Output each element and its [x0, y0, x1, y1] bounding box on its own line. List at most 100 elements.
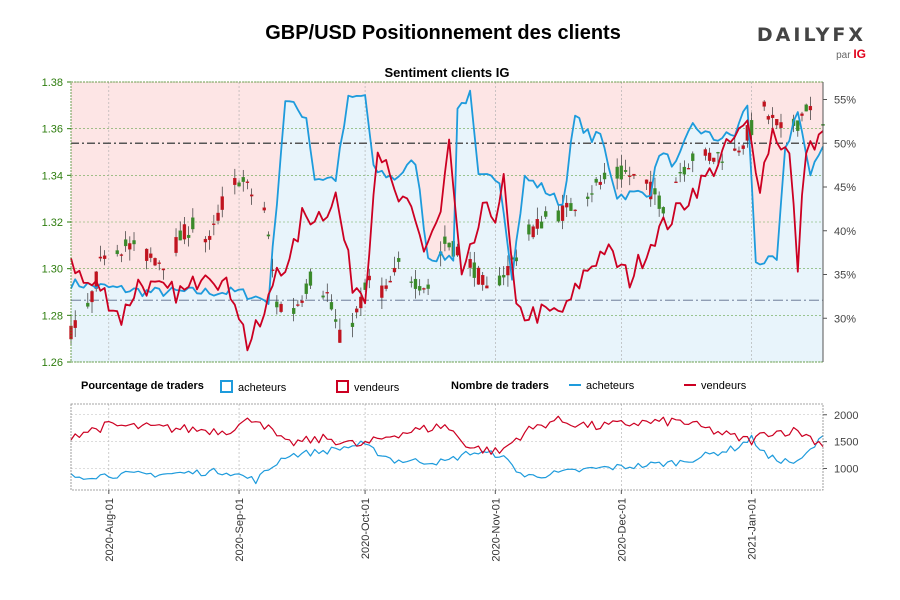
- percent-tick-label: 50%: [834, 138, 856, 150]
- candle-body: [304, 283, 308, 294]
- candle-body: [506, 266, 510, 276]
- candle-body: [707, 152, 712, 161]
- candle-body: [191, 217, 195, 230]
- candle-body: [102, 255, 107, 259]
- candle-body: [161, 268, 166, 271]
- candle-body: [359, 296, 363, 309]
- percent-tick-label: 40%: [834, 226, 856, 238]
- candle-body: [144, 248, 149, 261]
- lower-frame: [70, 403, 824, 491]
- sellers-percent-line: [70, 119, 824, 352]
- candle-body: [766, 116, 771, 120]
- candle-body: [380, 285, 384, 298]
- logo-par: par: [836, 50, 851, 61]
- price-tick-label: 1.38: [42, 77, 63, 89]
- candle-body: [720, 161, 724, 163]
- candle-body: [749, 120, 754, 136]
- dailyfx-logo: DAILYFX par IG: [756, 24, 866, 61]
- candle-body: [132, 240, 136, 245]
- candle-body: [468, 258, 472, 268]
- candle-body: [123, 239, 128, 247]
- candle-body: [573, 209, 577, 212]
- candle-body: [556, 210, 560, 222]
- candle-body: [586, 196, 590, 199]
- candle-body: [334, 319, 338, 322]
- candle-body: [153, 258, 157, 266]
- candle-body: [737, 150, 741, 153]
- candle-body: [661, 207, 666, 214]
- legend-nb-sellers: vendeurs: [684, 380, 746, 392]
- legend-square-buy: [220, 380, 233, 393]
- candle-body: [397, 258, 401, 262]
- candle-body: [716, 152, 720, 154]
- candle-body: [779, 122, 783, 129]
- candle-body: [300, 300, 304, 303]
- candle-body: [628, 175, 632, 177]
- price-tick-label: 1.34: [42, 170, 63, 182]
- date-tick-label: 2020-Dec-01: [616, 498, 628, 562]
- price-tick-label: 1.28: [42, 310, 63, 322]
- candle-body: [602, 172, 607, 180]
- candle-body: [775, 119, 779, 126]
- candle-body: [733, 148, 737, 151]
- candle-body: [590, 193, 594, 195]
- percent-tick-label: 45%: [834, 182, 856, 194]
- candle-body: [388, 280, 392, 283]
- chart-subtitle: Sentiment clients IG: [385, 65, 510, 80]
- candle-body: [90, 291, 94, 303]
- candle-body: [308, 271, 313, 286]
- percent-tick-label: 30%: [834, 313, 856, 325]
- candle-body: [678, 172, 682, 174]
- count-tick-label: 2000: [834, 410, 858, 422]
- date-tick-label: 2020-Aug-01: [104, 498, 116, 562]
- candle-body: [212, 223, 216, 225]
- candle-body: [241, 177, 245, 182]
- price-tick-label: 1.26: [42, 357, 63, 369]
- candle-body: [804, 104, 808, 112]
- candle-body: [472, 262, 476, 278]
- legend-nb-label: Nombre de traders: [451, 380, 549, 392]
- date-tick-label: 2020-Nov-01: [490, 498, 502, 562]
- candle-body: [338, 329, 342, 343]
- candle-body: [275, 301, 279, 308]
- candle-body: [266, 234, 271, 237]
- chart-title: GBP/USD Positionnement des clients: [265, 22, 621, 44]
- legend-square-sell: [336, 380, 349, 393]
- candle-body: [443, 236, 447, 244]
- legend-line-buy: [569, 384, 581, 386]
- candle-body: [527, 224, 531, 235]
- candle-body: [119, 254, 124, 256]
- candle-body: [632, 173, 636, 176]
- candle-body: [233, 178, 237, 185]
- candle-body: [98, 256, 103, 259]
- candle-body: [560, 205, 565, 221]
- candle-body: [86, 302, 90, 307]
- candle-body: [691, 153, 695, 161]
- sellers-count-line: [70, 415, 824, 455]
- candle-body: [392, 267, 397, 273]
- candle-body: [182, 224, 187, 240]
- candle-body: [686, 167, 691, 170]
- legend-nb-buyers: acheteurs: [569, 380, 634, 392]
- legend-pct-label: Pourcentage de traders: [81, 380, 204, 392]
- price-tick-label: 1.30: [42, 264, 63, 276]
- candle-body: [796, 120, 800, 131]
- candle-body: [623, 170, 628, 172]
- candle-body: [544, 211, 548, 217]
- logo-tagline: par IG: [756, 47, 866, 61]
- legend-pct-sellers: vendeurs: [336, 380, 399, 394]
- candle-body: [426, 284, 430, 289]
- candle-body: [413, 278, 418, 289]
- candle-body: [128, 243, 132, 250]
- candle-body: [539, 221, 544, 229]
- candle-body: [447, 242, 451, 248]
- candle-body: [329, 302, 334, 310]
- candle-body: [657, 195, 661, 209]
- candle-body: [615, 166, 619, 179]
- legend-pct-buyers: acheteurs: [220, 380, 286, 394]
- candle-body: [220, 196, 224, 210]
- count-tick-label: 1500: [834, 437, 858, 449]
- count-tick-label: 1000: [834, 464, 858, 476]
- candle-body: [594, 178, 598, 183]
